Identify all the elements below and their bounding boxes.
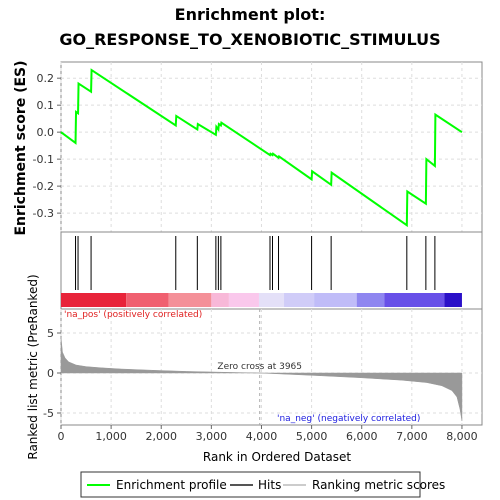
heat-band bbox=[284, 293, 315, 307]
xtick-label: 1,000 bbox=[95, 430, 127, 443]
es-ytick-label: 0.1 bbox=[37, 99, 55, 112]
es-ytick-label: 0.0 bbox=[37, 126, 55, 139]
es-ytick-label: -0.2 bbox=[33, 180, 54, 193]
xtick-label: 7,000 bbox=[396, 430, 428, 443]
ranking-metric-area bbox=[60, 336, 463, 422]
es-ytick-label: -0.3 bbox=[33, 207, 54, 220]
metric-ytick-label: 0 bbox=[47, 367, 54, 380]
es-ylabel: Enrichment score (ES) bbox=[13, 60, 29, 235]
xtick-label: 8,000 bbox=[446, 430, 478, 443]
metric-ytick-label: -5 bbox=[43, 407, 54, 420]
xtick-label: 0 bbox=[58, 430, 65, 443]
heat-band bbox=[258, 293, 285, 307]
enrichment-profile-line bbox=[60, 68, 463, 228]
pos-correlated-label: 'na_pos' (positively correlated) bbox=[64, 310, 202, 320]
heat-band bbox=[314, 293, 357, 307]
es-plot-area bbox=[60, 61, 483, 233]
xtick-label: 3,000 bbox=[196, 430, 228, 443]
zero-cross-label: Zero cross at 3965 bbox=[217, 362, 302, 372]
es-ytick-label: -0.1 bbox=[33, 153, 54, 166]
metric-ytick-label: 5 bbox=[47, 327, 54, 340]
heat-band bbox=[126, 293, 169, 307]
xtick-label: 4,000 bbox=[246, 430, 278, 443]
es-ytick-label: 0.2 bbox=[37, 72, 55, 85]
metric-panel: 'na_pos' (positively correlated) Zero cr… bbox=[26, 274, 483, 464]
hits-panel bbox=[60, 231, 483, 310]
xtick-label: 2,000 bbox=[145, 430, 177, 443]
legend-label-enrichment: Enrichment profile bbox=[116, 478, 227, 492]
xtick-label: 5,000 bbox=[296, 430, 328, 443]
heat-band bbox=[444, 293, 462, 307]
heat-band bbox=[384, 293, 445, 307]
neg-correlated-label: 'na_neg' (negatively correlated) bbox=[277, 414, 420, 424]
heat-band bbox=[228, 293, 259, 307]
legend: Enrichment profile Hits Ranking metric s… bbox=[80, 471, 445, 498]
xtick-label: 6,000 bbox=[346, 430, 378, 443]
chart-title-line2: GO_RESPONSE_TO_XENOBIOTIC_STIMULUS bbox=[59, 30, 440, 49]
es-panel: 0.2 0.1 0.0 -0.1 -0.2 -0.3 Enrichment score (… bbox=[13, 60, 483, 236]
chart-title-line1: Enrichment plot: bbox=[175, 5, 326, 24]
legend-label-ranking: Ranking metric scores bbox=[312, 478, 445, 492]
metric-xlabel: Rank in Ordered Dataset bbox=[203, 450, 351, 464]
metric-ylabel: Ranked list metric (PreRanked) bbox=[26, 274, 40, 459]
legend-label-hits: Hits bbox=[258, 478, 281, 492]
heat-band bbox=[168, 293, 212, 307]
heat-band bbox=[356, 293, 385, 307]
heat-band bbox=[211, 293, 229, 307]
heat-band bbox=[61, 293, 127, 307]
